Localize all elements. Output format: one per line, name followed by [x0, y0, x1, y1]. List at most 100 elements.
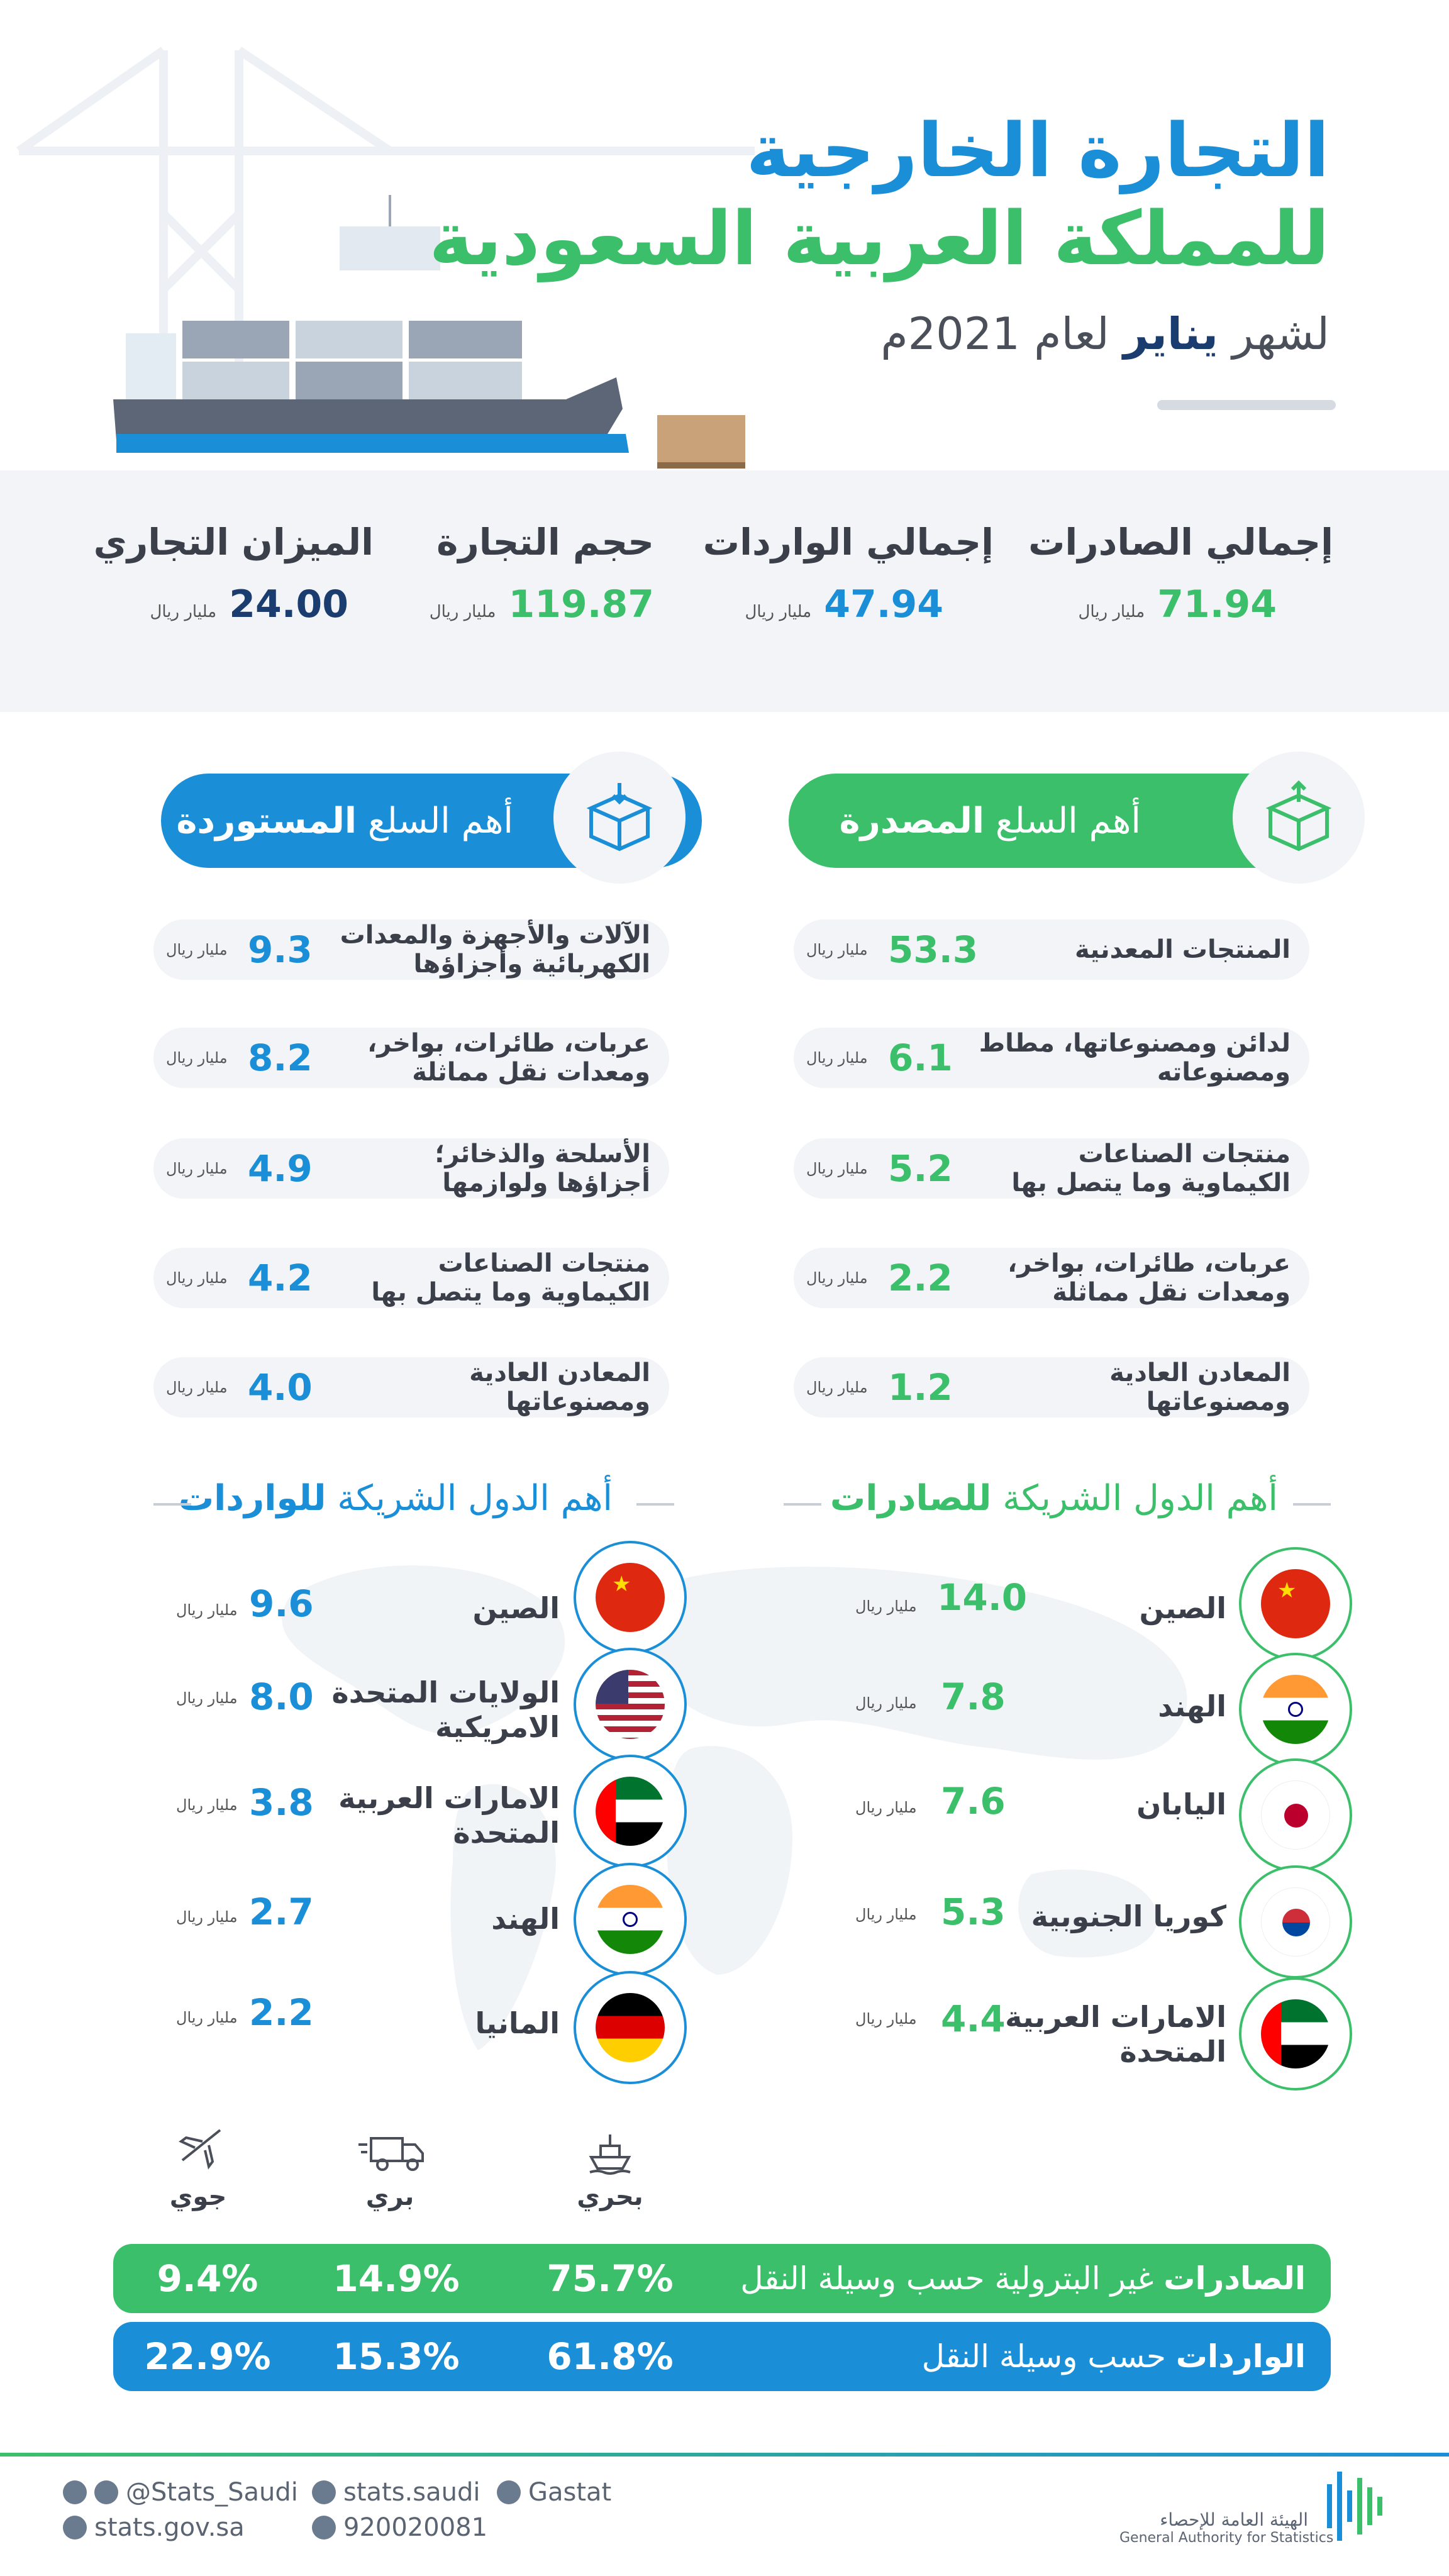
- unit-label: مليار ريال: [166, 1160, 228, 1177]
- taeguk-icon: [1282, 1909, 1310, 1936]
- imports-land-percent: 15.3%: [333, 2335, 460, 2378]
- flag-uae-icon: [574, 1755, 687, 1868]
- exported-goods-title-pre: أهم السلع: [984, 800, 1141, 841]
- import-partners-title-bold: للواردات: [178, 1478, 326, 1519]
- org-name-arabic: الهيئة العامة للإحصاء: [1160, 2509, 1308, 2530]
- red-band-icon: [1261, 1999, 1281, 2068]
- unit-label: مليار ريال: [150, 602, 217, 621]
- total-exports: إجمالي الصادرات 71.94 مليار ريال: [1019, 521, 1333, 626]
- import-goods-item: المعادن العادية ومصنوعاتها 4.0 مليار ريال: [153, 1357, 669, 1418]
- goods-value: 53.3: [888, 928, 979, 971]
- unit-label: مليار ريال: [176, 1908, 238, 1926]
- exports-sea-percent: 75.7%: [547, 2257, 674, 2300]
- trade-volume-label: حجم التجارة: [436, 521, 654, 564]
- country-value: 7.6: [941, 1780, 1006, 1823]
- imports-transport-label-bold: الواردات: [1175, 2338, 1306, 2375]
- exports-air-percent: 9.4%: [157, 2257, 258, 2300]
- website-link[interactable]: stats.gov.sa: [63, 2513, 245, 2542]
- unit-label: مليار ريال: [806, 941, 868, 958]
- goods-name: المعادن العادية ومصنوعاتها: [1109, 1358, 1291, 1416]
- goods-name: الآلات والأجهزة والمعدات الكهربائية وأجز…: [340, 921, 650, 979]
- export-goods-item: منتجات الصناعات الكيماوية وما يتصل بها 5.…: [794, 1138, 1309, 1199]
- goods-value: 1.2: [888, 1366, 953, 1409]
- mode-sea-label: بحري: [577, 2182, 643, 2211]
- unit-label: مليار ريال: [176, 1689, 238, 1707]
- flag-germany-icon: [574, 1971, 687, 2084]
- country-name: الامارات العربية المتحدة: [338, 1781, 560, 1850]
- phone-link[interactable]: 920020081: [312, 2513, 487, 2542]
- imported-goods-title-pre: أهم السلع: [357, 800, 513, 841]
- sun-disc-icon: [1284, 1804, 1308, 1828]
- linkedin-link[interactable]: Gastat: [497, 2478, 611, 2507]
- country-value: 14.0: [937, 1576, 1028, 1619]
- truck-icon: [358, 2137, 424, 2171]
- section-dash: [784, 1503, 821, 1506]
- country-name: الصين: [1139, 1591, 1226, 1625]
- unit-label: مليار ريال: [166, 941, 228, 958]
- facebook-handle: stats.saudi: [343, 2478, 480, 2507]
- goods-name: عربات، طائرات، بواخر، ومعدات نقل مماثلة: [367, 1029, 650, 1087]
- country-name: الامارات العربية المتحدة: [1005, 2000, 1226, 2069]
- flag-india-icon: [1239, 1653, 1352, 1766]
- canton-icon: [596, 1670, 628, 1704]
- country-value: 7.8: [941, 1675, 1006, 1718]
- goods-name: عربات، طائرات، بواخر، ومعدات نقل مماثلة: [1008, 1249, 1291, 1307]
- org-name: الهيئة العامة للإحصاء General Authority …: [1119, 2509, 1333, 2546]
- exports-land-percent: 14.9%: [333, 2257, 460, 2300]
- red-band-icon: [596, 1777, 616, 1846]
- globe-icon: [63, 2516, 87, 2540]
- country-name: كوريا الجنوبية: [1031, 1899, 1226, 1933]
- trade-volume-value: 119.87: [508, 582, 654, 626]
- country-value: 5.3: [941, 1890, 1006, 1933]
- trade-balance-value: 24.00: [229, 582, 348, 626]
- world-map-background: [282, 1565, 1187, 2050]
- imports-sea-percent: 61.8%: [547, 2335, 674, 2378]
- export-goods-item: المعادن العادية ومصنوعاتها 1.2 مليار ريال: [794, 1357, 1309, 1418]
- export-partners-title-bold: للصادرات: [830, 1478, 992, 1519]
- unit-label: مليار ريال: [806, 1269, 868, 1287]
- exported-goods-title-bold: المصدرة: [839, 800, 985, 841]
- country-name: الهند: [491, 1902, 560, 1936]
- facebook-icon: [312, 2480, 336, 2504]
- goods-value: 2.2: [888, 1257, 953, 1299]
- imported-goods-title-bold: المستوردة: [176, 800, 357, 841]
- mode-land-label: بري: [365, 2182, 414, 2211]
- unit-label: مليار ريال: [855, 1799, 917, 1816]
- facebook-link[interactable]: stats.saudi: [312, 2478, 480, 2507]
- ship-icon: [589, 2135, 631, 2175]
- imports-transport-label: الواردات حسب وسيلة النقل: [922, 2338, 1306, 2375]
- chakra-icon: [1288, 1702, 1303, 1717]
- unit-label: مليار ريال: [166, 1269, 228, 1287]
- exports-transport-label-rest: غير البترولية حسب وسيلة النقل: [740, 2260, 1164, 2297]
- country-value: 4.4: [941, 1997, 1006, 2040]
- exports-transport-label-bold: الصادرات: [1163, 2260, 1306, 2297]
- goods-value: 9.3: [248, 928, 313, 971]
- mode-air-label: جوي: [169, 2182, 227, 2211]
- title-line-2: للمملكة العربية السعودية: [429, 195, 1330, 282]
- star-icon: ★: [1277, 1578, 1297, 1603]
- exports-transport-bar: الصادرات غير البترولية حسب وسيلة النقل 7…: [113, 2244, 1331, 2313]
- unit-label: مليار ريال: [429, 602, 496, 621]
- country-value: 2.2: [249, 1991, 314, 2034]
- goods-name: منتجات الصناعات الكيماوية وما يتصل بها: [371, 1249, 650, 1307]
- import-partners-title: أهم الدول الشريكة للواردات: [179, 1478, 613, 1519]
- goods-name: منتجات الصناعات الكيماوية وما يتصل بها: [1011, 1140, 1291, 1197]
- star-icon: ★: [612, 1572, 631, 1597]
- twitter-link[interactable]: @Stats_Saudi: [63, 2478, 298, 2507]
- export-goods-item: المنتجات المعدنية 53.3 مليار ريال: [794, 919, 1309, 980]
- linkedin-handle: Gastat: [528, 2478, 612, 2507]
- imports-transport-bar: الواردات حسب وسيلة النقل 61.8% 15.3% 22.…: [113, 2322, 1331, 2391]
- section-dash: [1293, 1503, 1331, 1506]
- export-partners-title-pre: أهم الدول الشريكة: [991, 1478, 1278, 1519]
- flag-usa-icon: [574, 1648, 687, 1761]
- country-value: 9.6: [249, 1582, 314, 1625]
- exports-transport-label: الصادرات غير البترولية حسب وسيلة النقل: [740, 2260, 1306, 2297]
- flag-japan-icon: [1239, 1758, 1352, 1872]
- imports-transport-label-rest: حسب وسيلة النقل: [921, 2338, 1176, 2375]
- flag-india-icon: [574, 1863, 687, 1976]
- country-name: اليابان: [1136, 1787, 1226, 1821]
- subtitle-month: يناير: [1123, 308, 1219, 360]
- gastat-logo-icon: [1327, 2472, 1382, 2541]
- trade-balance: الميزان التجاري 24.00 مليار ريال: [59, 521, 374, 626]
- twitter-handle: @Stats_Saudi: [126, 2478, 298, 2507]
